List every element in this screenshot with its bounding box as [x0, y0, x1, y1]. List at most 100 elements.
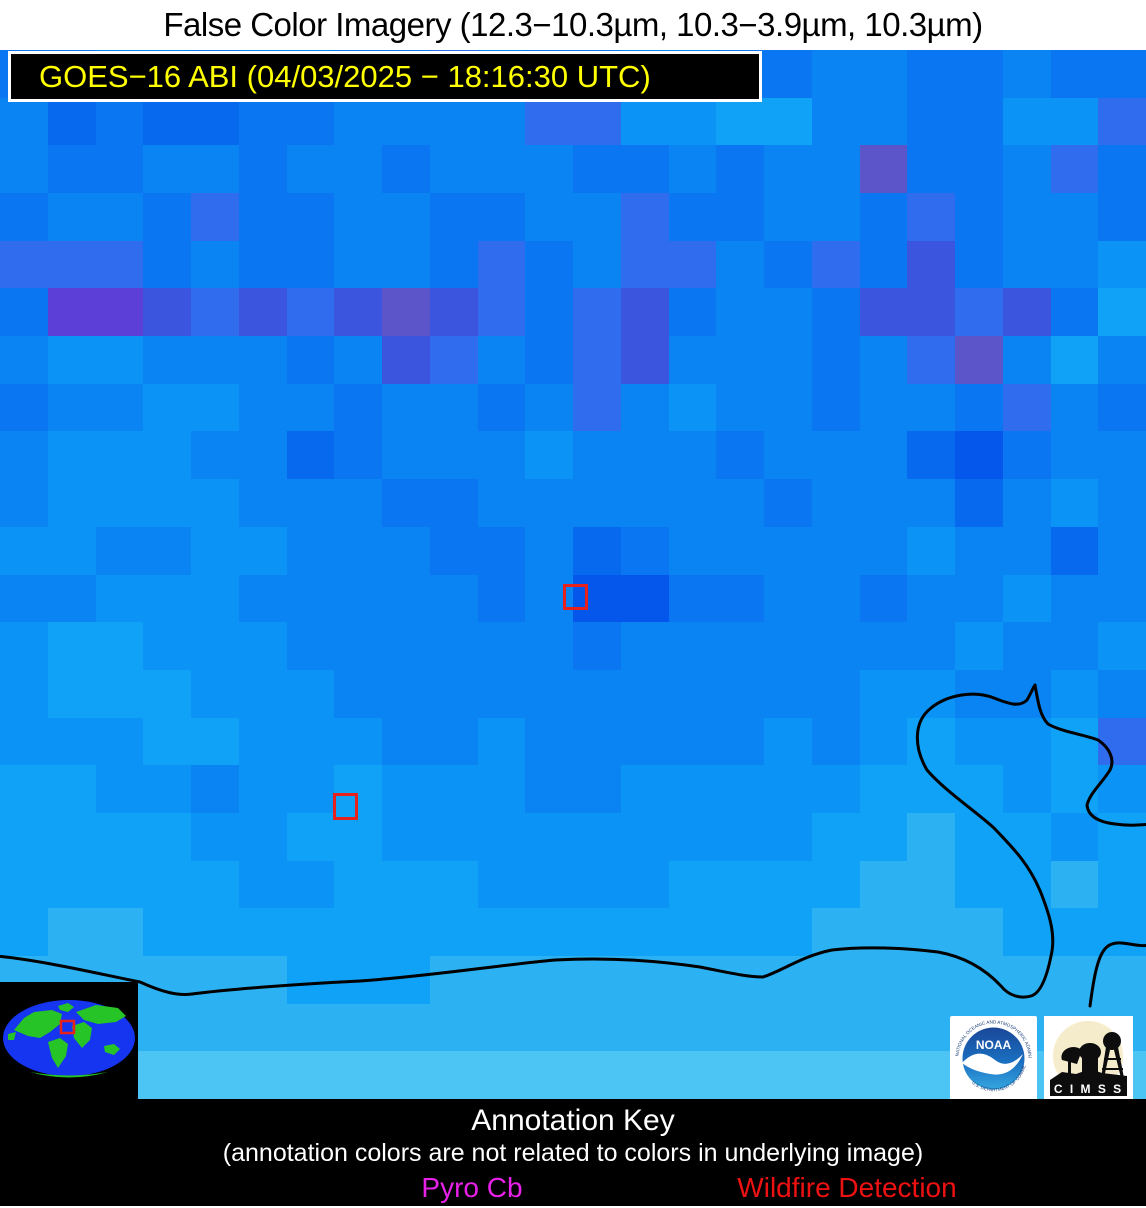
imagery-cell: [764, 669, 812, 718]
imagery-cell: [143, 145, 191, 194]
imagery-cell: [382, 193, 430, 241]
imagery-cell: [859, 193, 908, 241]
imagery-cell: [955, 574, 1003, 623]
radome-icon: [1079, 1043, 1101, 1061]
imagery-cell: [907, 1003, 955, 1052]
imagery-cell: [95, 193, 144, 241]
goes-banner: GOES−16 ABI (04/03/2025 − 18:16:30 UTC): [8, 51, 762, 102]
imagery-cell: [95, 145, 144, 194]
imagery-cell: [429, 145, 478, 194]
imagery-cell: [620, 1051, 669, 1099]
imagery-cell: [859, 288, 908, 337]
imagery-cell: [477, 526, 526, 575]
imagery-cell: [1050, 383, 1099, 432]
imagery-cell: [764, 860, 812, 909]
imagery-cell: [811, 526, 860, 575]
imagery-cell: [573, 908, 621, 956]
imagery-cell: [477, 193, 526, 241]
imagery-cell: [143, 479, 191, 527]
imagery-cell: [1002, 765, 1051, 813]
imagery-cell: [525, 240, 573, 289]
noaa-logo: NOAA NATIONAL OCEANIC AND ATMOSPHERIC AD…: [950, 1016, 1037, 1099]
imagery-cell: [525, 336, 573, 384]
imagery-cell: [716, 336, 764, 384]
imagery-cell: [573, 336, 621, 384]
imagery-cell: [1002, 336, 1051, 384]
inset-continents: [8, 1003, 126, 1078]
imagery-cell: [716, 955, 764, 1004]
imagery-cell: [907, 860, 955, 909]
imagery-cell: [286, 1003, 335, 1052]
imagery-cell: [859, 955, 908, 1004]
imagery-cell: [620, 622, 669, 670]
imagery-cell: [429, 622, 478, 670]
imagery-cell: [1098, 50, 1146, 98]
imagery-cell: [382, 574, 430, 623]
imagery-cell: [477, 812, 526, 861]
imagery-cell: [955, 812, 1003, 861]
imagery-cell: [668, 240, 717, 289]
imagery-cell: [477, 574, 526, 623]
imagery-cell: [1002, 50, 1051, 98]
imagery-cell: [1050, 765, 1099, 813]
imagery-cell: [668, 1051, 717, 1099]
imagery-cell: [811, 145, 860, 194]
imagery-cell: [429, 669, 478, 718]
imagery-cell: [955, 765, 1003, 813]
imagery-cell: [525, 1003, 573, 1052]
imagery-cell: [1050, 860, 1099, 909]
imagery-cell: [620, 1003, 669, 1052]
imagery-cell: [143, 97, 191, 146]
imagery-cell: [477, 479, 526, 527]
imagery-cell: [238, 622, 287, 670]
imagery-cell: [859, 860, 908, 909]
imagery-cell: [286, 717, 335, 766]
imagery-cell: [668, 574, 717, 623]
imagery-cell: [1050, 574, 1099, 623]
imagery-cell: [764, 526, 812, 575]
imagery-cell: [477, 765, 526, 813]
imagery-cell: [286, 288, 335, 337]
imagery-cell: [525, 431, 573, 480]
imagery-cell: [286, 622, 335, 670]
imagery-cell: [907, 50, 955, 98]
imagery-cell: [334, 574, 382, 623]
imagery-cell: [764, 479, 812, 527]
imagery-cell: [429, 240, 478, 289]
imagery-cell: [143, 622, 191, 670]
imagery-cell: [238, 240, 287, 289]
imagery-cell: [668, 145, 717, 194]
imagery-cell: [859, 145, 908, 194]
imagery-cell: [191, 526, 239, 575]
imagery-cell: [573, 1003, 621, 1052]
imagery-cell: [955, 431, 1003, 480]
imagery-cell: [334, 193, 382, 241]
imagery-cell: [573, 383, 621, 432]
imagery-cell: [525, 717, 573, 766]
imagery-cell: [668, 526, 717, 575]
imagery-cell: [1098, 955, 1146, 1004]
imagery-cell: [143, 240, 191, 289]
imagery-cell: [143, 717, 191, 766]
imagery-cell: [334, 1003, 382, 1052]
imagery-cell: [334, 622, 382, 670]
imagery-cell: [191, 812, 239, 861]
imagery-cell: [1050, 431, 1099, 480]
imagery-cell: [620, 717, 669, 766]
annotation-key-items: Pyro Cb Wildfire Detection: [0, 1168, 1146, 1208]
imagery-cell: [716, 479, 764, 527]
imagery-cell: [764, 622, 812, 670]
imagery-cell: [191, 288, 239, 337]
imagery-cell: [716, 622, 764, 670]
imagery-cell: [573, 1051, 621, 1099]
imagery-cell: [1050, 50, 1099, 98]
satellite-imagery: GOES−16 ABI (04/03/2025 − 18:16:30 UTC): [0, 50, 1146, 1099]
imagery-cell: [716, 574, 764, 623]
imagery-cell: [955, 97, 1003, 146]
noaa-circle: [962, 1027, 1025, 1090]
imagery-cell: [47, 526, 96, 575]
imagery-cell: [573, 765, 621, 813]
imagery-cell: [764, 193, 812, 241]
imagery-cell: [382, 812, 430, 861]
imagery-cell: [143, 1051, 191, 1099]
